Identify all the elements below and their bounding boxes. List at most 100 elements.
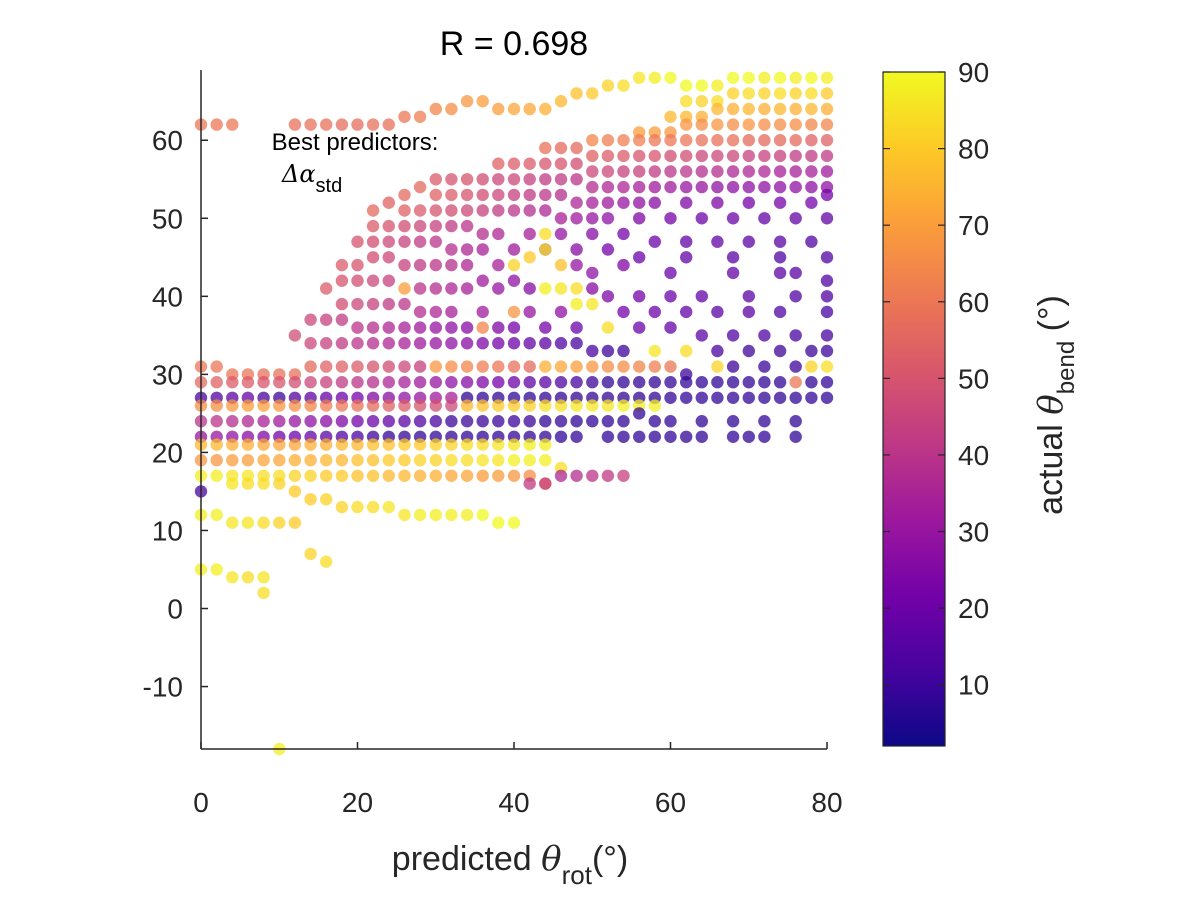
scatter-point bbox=[805, 391, 818, 404]
scatter-point bbox=[805, 87, 818, 100]
scatter-point bbox=[460, 204, 474, 217]
scatter-point bbox=[304, 493, 317, 506]
scatter-point bbox=[210, 563, 223, 576]
scatter-point bbox=[648, 399, 661, 412]
scatter-point bbox=[257, 586, 270, 600]
scatter-point bbox=[539, 376, 552, 389]
scatter-points bbox=[194, 71, 834, 756]
scatter-point bbox=[288, 415, 302, 428]
scatter-point bbox=[554, 188, 568, 202]
colorbar-tick-label: 30 bbox=[958, 517, 989, 548]
scatter-point bbox=[680, 180, 693, 194]
scatter-point bbox=[398, 438, 411, 451]
scatter-point bbox=[429, 173, 442, 186]
scatter-point bbox=[570, 321, 583, 334]
scatter-point bbox=[633, 71, 646, 85]
scatter-point bbox=[601, 212, 615, 225]
scatter-point bbox=[758, 329, 771, 342]
scatter-point bbox=[507, 305, 521, 319]
scatter-point bbox=[554, 337, 568, 350]
colorbar-tick-label: 50 bbox=[958, 363, 989, 394]
scatter-point bbox=[570, 376, 583, 389]
scatter-point bbox=[664, 290, 677, 303]
scatter-point bbox=[570, 469, 583, 482]
scatter-point bbox=[507, 399, 521, 412]
scatter-point bbox=[492, 102, 505, 116]
scatter-point bbox=[523, 454, 536, 467]
colorbar-label-prefix: actual bbox=[1032, 415, 1070, 515]
scatter-point bbox=[711, 118, 724, 131]
scatter-point bbox=[695, 79, 708, 92]
colorbar-tick-label: 20 bbox=[958, 593, 989, 624]
scatter-point bbox=[226, 571, 239, 584]
scatter-point bbox=[758, 391, 771, 404]
scatter-point bbox=[554, 305, 568, 319]
scatter-point bbox=[726, 149, 740, 163]
scatter-point bbox=[570, 337, 583, 350]
scatter-point bbox=[210, 415, 223, 428]
scatter-point bbox=[429, 235, 442, 248]
scatter-point bbox=[789, 118, 802, 131]
scatter-point bbox=[789, 360, 802, 373]
scatter-point bbox=[742, 87, 755, 100]
scatter-point bbox=[507, 102, 521, 116]
colorbar-label-subscript: bend bbox=[1053, 341, 1080, 394]
scatter-point bbox=[680, 134, 693, 147]
scatter-point bbox=[820, 376, 834, 389]
scatter-point bbox=[820, 71, 834, 85]
scatter-point bbox=[523, 157, 536, 170]
scatter-point bbox=[507, 516, 521, 529]
scatter-point bbox=[351, 360, 364, 373]
scatter-point bbox=[648, 344, 661, 358]
scatter-point bbox=[539, 337, 552, 350]
scatter-point bbox=[648, 305, 661, 319]
scatter-point bbox=[789, 212, 802, 225]
scatter-point bbox=[789, 415, 802, 428]
scatter-point bbox=[445, 258, 458, 272]
scatter-point bbox=[726, 329, 740, 342]
scatter-point bbox=[633, 430, 646, 443]
scatter-point bbox=[460, 508, 474, 522]
scatter-point bbox=[711, 134, 724, 147]
scatter-point bbox=[460, 438, 474, 451]
scatter-point bbox=[335, 274, 349, 287]
scatter-point bbox=[680, 344, 693, 358]
colorbar-tick-label: 70 bbox=[958, 210, 989, 241]
scatter-point bbox=[335, 500, 349, 514]
colorbar-tick-label: 80 bbox=[958, 134, 989, 165]
scatter-point bbox=[695, 415, 708, 428]
scatter-point bbox=[695, 376, 708, 389]
scatter-point bbox=[601, 469, 615, 482]
scatter-point bbox=[413, 204, 427, 217]
scatter-point bbox=[210, 438, 223, 451]
scatter-point bbox=[413, 454, 427, 467]
scatter-point bbox=[539, 141, 552, 155]
scatter-point bbox=[742, 305, 755, 319]
scatter-point bbox=[273, 376, 286, 389]
scatter-point bbox=[351, 235, 364, 248]
scatter-point bbox=[554, 376, 568, 389]
scatter-point bbox=[617, 180, 630, 194]
scatter-point bbox=[429, 258, 442, 272]
scatter-point bbox=[398, 508, 411, 522]
scatter-point bbox=[351, 118, 364, 131]
scatter-point bbox=[601, 376, 615, 389]
scatter-point bbox=[648, 415, 661, 428]
y-tick-label: 10 bbox=[152, 515, 183, 546]
scatter-point bbox=[460, 258, 474, 272]
scatter-point bbox=[805, 360, 818, 373]
scatter-point bbox=[210, 376, 223, 389]
scatter-point bbox=[320, 337, 333, 350]
scatter-point bbox=[335, 415, 349, 428]
scatter-point bbox=[664, 415, 677, 428]
scatter-point bbox=[711, 196, 724, 209]
x-axis-label-suffix: (°) bbox=[592, 840, 628, 878]
scatter-point bbox=[429, 188, 442, 202]
scatter-point bbox=[429, 219, 442, 233]
scatter-point bbox=[320, 282, 333, 295]
scatter-point bbox=[413, 305, 427, 319]
scatter-point bbox=[226, 415, 239, 428]
scatter-point bbox=[820, 360, 834, 373]
x-axis-label: predicted θrot(°) bbox=[392, 839, 628, 890]
